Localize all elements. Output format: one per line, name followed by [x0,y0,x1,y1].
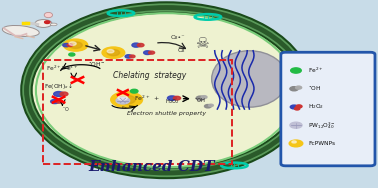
Text: Fe(OH)$_x$↓: Fe(OH)$_x$↓ [44,80,73,91]
Text: FcPWNPs: FcPWNPs [308,141,335,146]
Circle shape [69,42,76,45]
Text: ☠: ☠ [195,36,209,51]
Text: $^•$OH$^-$: $^•$OH$^-$ [88,61,105,69]
Ellipse shape [212,51,287,107]
Circle shape [290,122,302,128]
Text: $^•$O: $^•$O [62,106,70,114]
Circle shape [51,99,59,104]
Ellipse shape [35,20,52,27]
Circle shape [204,105,211,108]
FancyBboxPatch shape [281,52,375,166]
Circle shape [144,51,151,55]
Circle shape [111,92,143,108]
Circle shape [289,140,303,147]
Text: PW$_{12}$O$_{40}^{3-}$: PW$_{12}$O$_{40}^{3-}$ [308,120,336,131]
Circle shape [132,43,140,47]
Circle shape [209,104,213,107]
Circle shape [69,42,82,49]
Circle shape [296,86,302,89]
Circle shape [290,105,298,109]
Text: Fe$^{2+}$: Fe$^{2+}$ [308,66,324,75]
Text: $_{Fe}$: $_{Fe}$ [121,105,128,112]
Circle shape [102,47,125,58]
Ellipse shape [2,25,39,37]
Circle shape [118,95,127,100]
Text: Electron shuttle property: Electron shuttle property [127,111,206,116]
Circle shape [60,92,68,96]
Circle shape [291,68,301,73]
Text: Enhanced CDT: Enhanced CDT [88,160,214,174]
Ellipse shape [26,8,306,173]
Circle shape [196,96,204,100]
Circle shape [45,21,50,24]
Ellipse shape [44,12,53,18]
Circle shape [296,105,302,108]
Circle shape [54,92,64,96]
Text: O₂: O₂ [178,48,185,53]
Circle shape [107,50,119,56]
Text: O₂•⁻: O₂•⁻ [170,35,185,40]
Circle shape [125,55,132,58]
Text: H$_2$O$_2$: H$_2$O$_2$ [165,97,179,106]
Circle shape [201,96,207,99]
Circle shape [137,43,144,47]
Text: Fe$^{2+}$/Fe$^{3+}$: Fe$^{2+}$/Fe$^{3+}$ [46,64,79,73]
Circle shape [63,43,70,47]
Circle shape [130,89,138,93]
Text: $^•$OH: $^•$OH [194,97,206,105]
Circle shape [149,51,155,54]
Circle shape [107,50,114,53]
Circle shape [290,87,298,91]
Text: H$_2$O$_2$: H$_2$O$_2$ [308,102,324,111]
Circle shape [130,55,135,58]
Text: Chelating  strategy: Chelating strategy [113,71,186,80]
Circle shape [67,44,73,46]
Circle shape [56,100,63,103]
Circle shape [174,96,181,100]
Text: $^•$OH: $^•$OH [308,85,321,93]
Circle shape [292,141,296,143]
Circle shape [64,39,88,51]
Text: Fe$^{2+}$  +: Fe$^{2+}$ + [134,94,161,103]
Circle shape [167,96,177,100]
Circle shape [294,107,300,110]
Circle shape [116,97,130,104]
Circle shape [118,95,135,104]
Circle shape [69,53,75,56]
Ellipse shape [50,23,57,26]
